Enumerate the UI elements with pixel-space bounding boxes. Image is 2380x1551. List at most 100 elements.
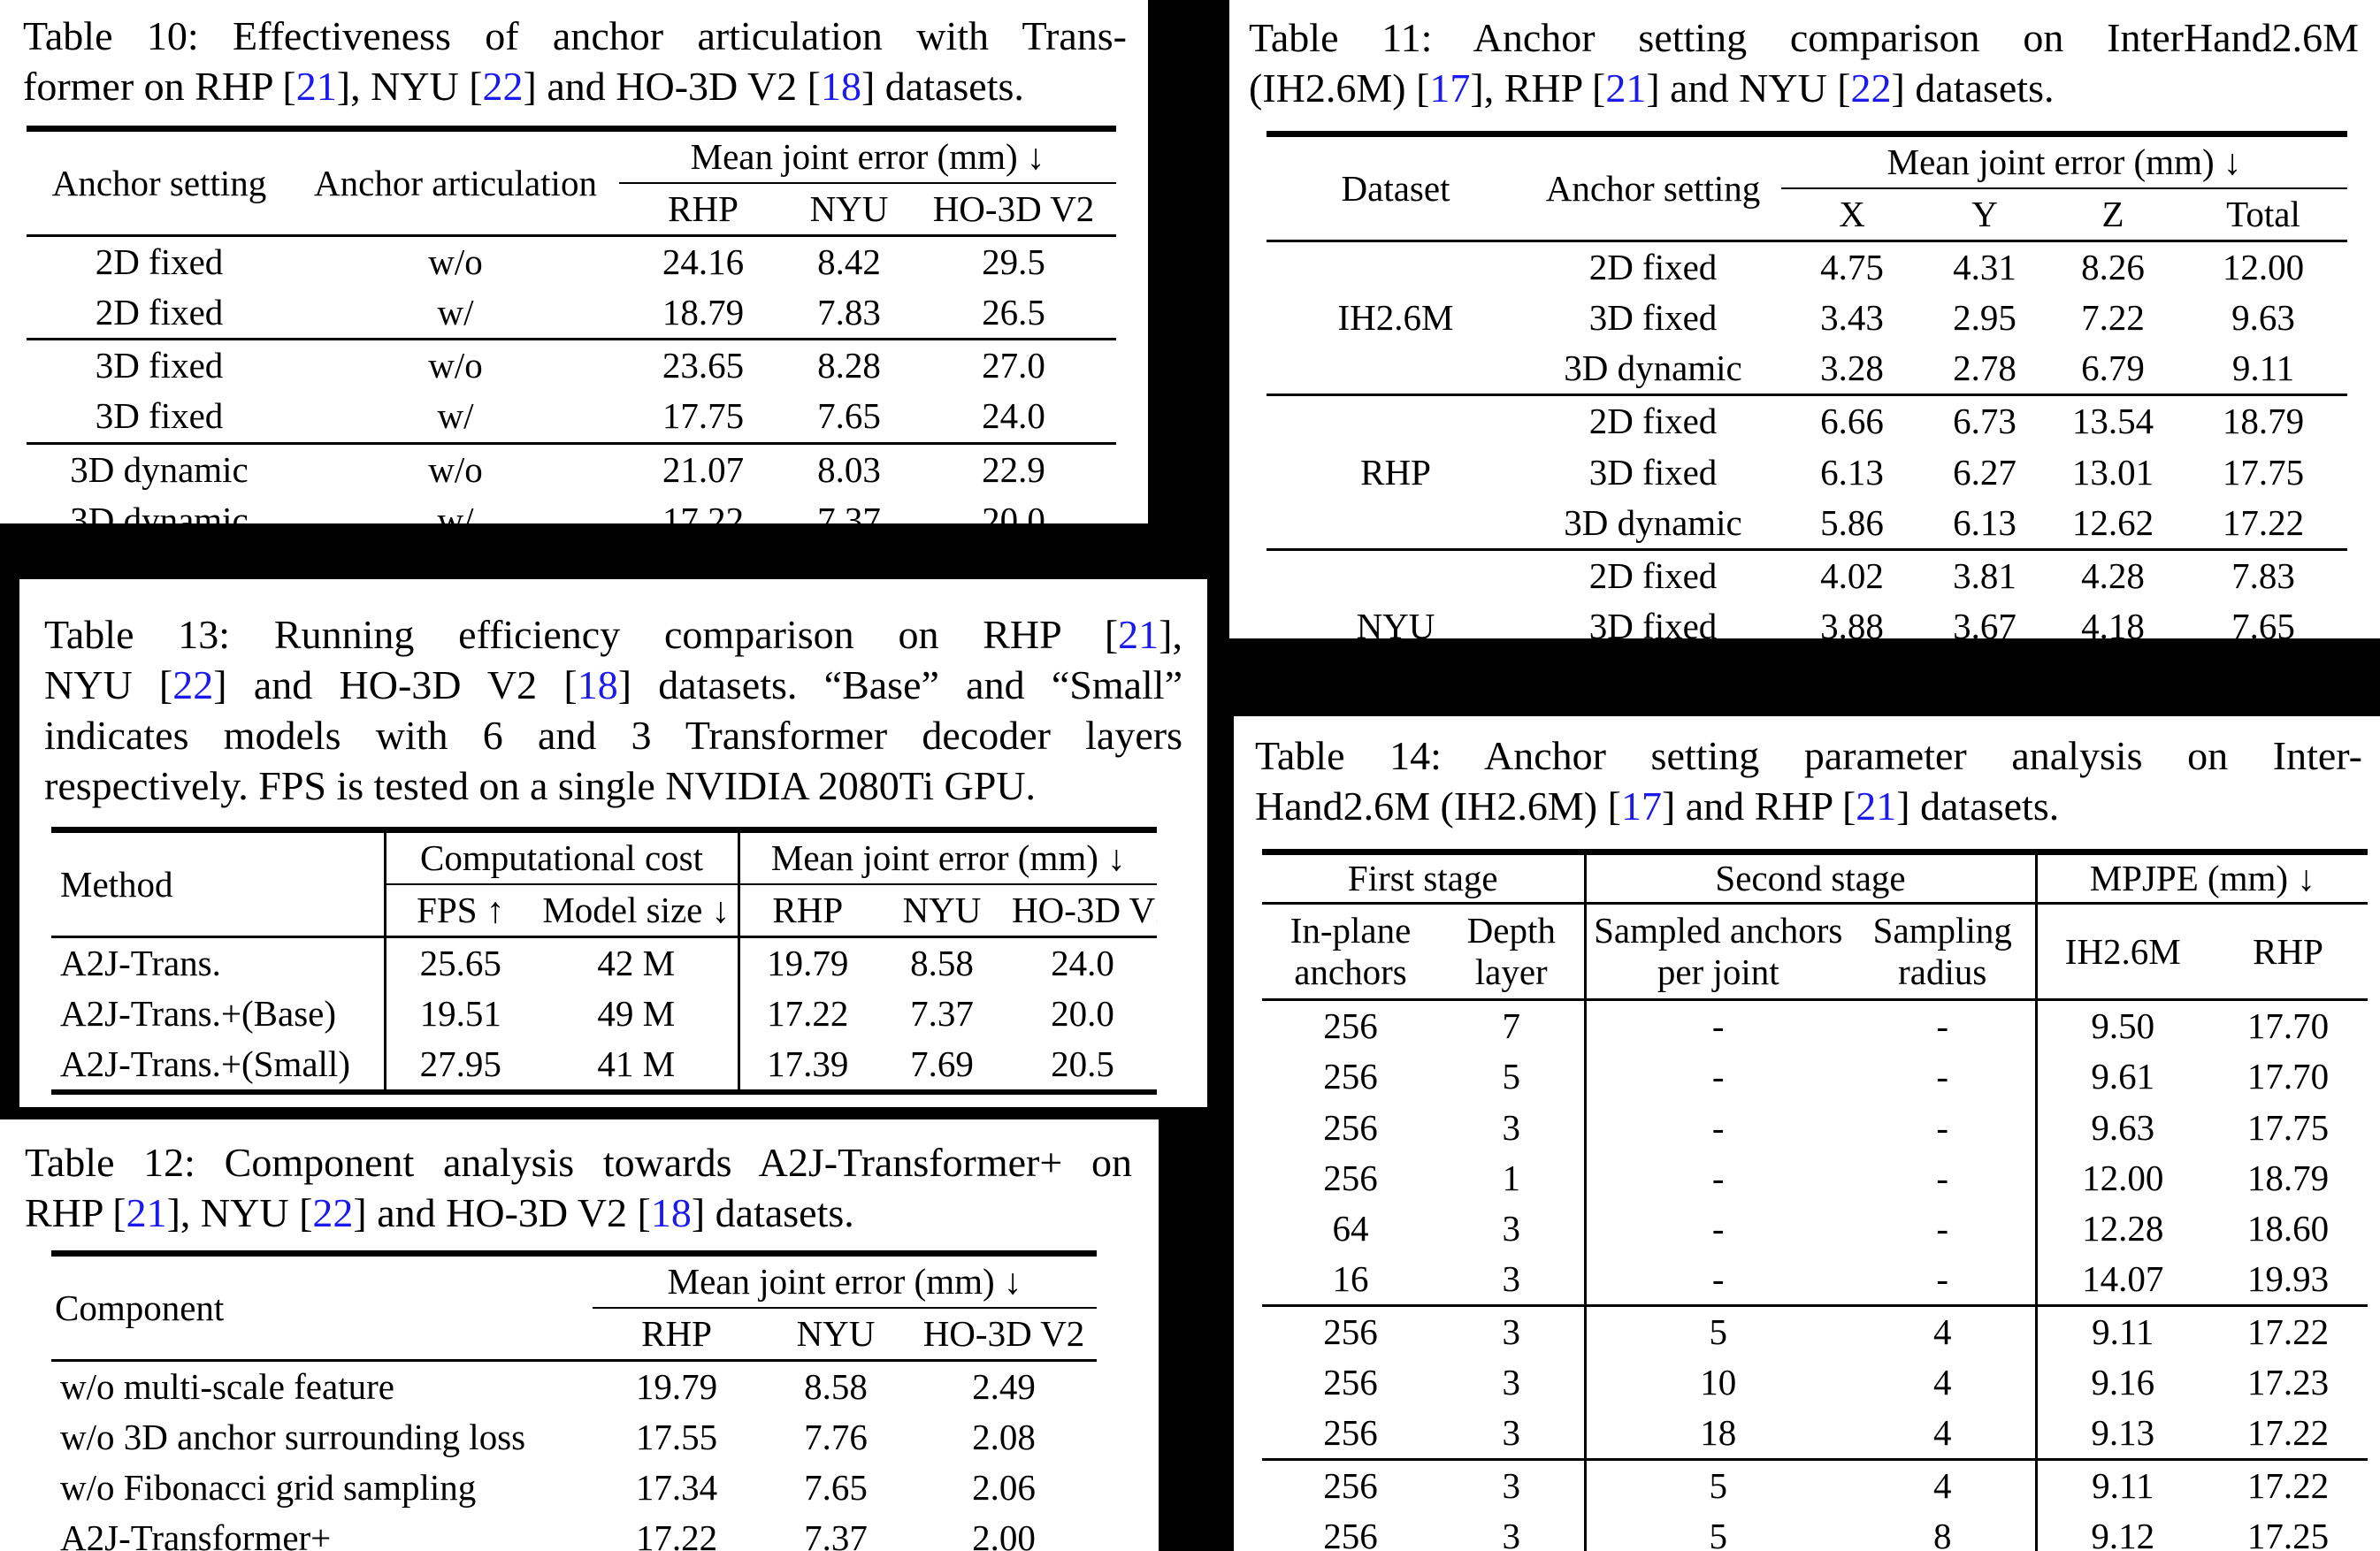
table-cell: 42 M — [597, 943, 676, 984]
table-cell: 7.69 — [910, 1043, 974, 1085]
subheader-row: X Y Z Total — [1267, 188, 2347, 241]
table-cell: - — [1583, 1102, 1850, 1153]
caption-text: ], RHP [ — [1470, 65, 1606, 111]
component-cell: w/o Fibonacci grid sampling — [60, 1467, 477, 1509]
table-row: A2J-Trans. 25.65 42 M 19.79 8.58 24.0 — [51, 936, 1157, 989]
caption-text: RHP [ — [25, 1190, 126, 1235]
table-cell: 2D fixed — [1588, 554, 1718, 596]
header-ho3d: HO-3D V2 — [922, 1313, 1085, 1355]
table10-caption: Table 10: Effectiveness of anchor articu… — [23, 11, 1127, 111]
method-cell: A2J-Trans. — [60, 943, 221, 984]
table-cell: 6.66 — [1820, 401, 1884, 442]
citation-ref[interactable]: 22 — [172, 662, 214, 707]
table-cell: 5 — [1583, 1459, 1850, 1512]
caption-line: Hand2.6M (IH2.6M) [17] and RHP [21] data… — [1255, 781, 2362, 831]
table-cell: w/o — [428, 345, 483, 386]
table-cell: 7.65 — [804, 1467, 868, 1509]
caption-text: respectively. FPS is tested on a single … — [44, 763, 1037, 808]
table11-caption: Table 11: Anchor setting comparison on I… — [1249, 12, 2359, 113]
table-cell: - — [1936, 1005, 1949, 1047]
table-12-header: Component Mean joint error (mm) ↓ RHP NY… — [51, 1253, 1098, 1361]
table-cell: 17.70 — [2246, 1056, 2330, 1097]
dataset-cell: RHP — [1360, 451, 1431, 493]
table-row: 3D fixed w/o 23.65 8.28 27.0 — [27, 340, 1116, 392]
citation-ref[interactable]: 22 — [482, 64, 524, 109]
table-cell: 22.9 — [982, 448, 1045, 490]
citation-ref[interactable]: 18 — [577, 662, 618, 707]
header-sampling-radius: Sampling radius — [1872, 910, 2012, 993]
table-cell: 3 — [1502, 1310, 1521, 1352]
header-anchor-setting: Anchor setting — [1545, 167, 1761, 209]
citation-ref[interactable]: 17 — [1429, 65, 1471, 111]
table-cell: 18.60 — [2246, 1207, 2330, 1249]
table-cell: 4 — [1933, 1465, 1952, 1507]
table-cell: 18.79 — [662, 292, 745, 333]
citation-ref[interactable]: 18 — [650, 1190, 692, 1235]
table-cell: 3D fixed — [95, 345, 224, 386]
table-10: Anchor setting Anchor articulation Mean … — [27, 126, 1117, 523]
table-cell: 3 — [1502, 1362, 1521, 1403]
header-row: Component Mean joint error (mm) ↓ — [51, 1253, 1098, 1327]
table-cell: 3D dynamic — [70, 448, 249, 490]
citation-ref[interactable]: 22 — [312, 1190, 354, 1235]
table-cell: - — [1583, 999, 1850, 1052]
caption-text: ] datasets. — [691, 1190, 854, 1235]
table-cell: 16 — [1332, 1257, 1369, 1299]
table-cell: 3D dynamic — [1564, 501, 1742, 543]
table-cell: 5 — [1583, 1305, 1850, 1358]
header-anchor-setting: Anchor setting — [51, 162, 267, 203]
table-row: 3D fixed w/17.75 7.65 24.0 — [27, 391, 1116, 443]
table-cell: 12.62 — [2071, 501, 2154, 543]
table-row: 3D dynamic w/17.22 7.37 20.0 — [27, 495, 1116, 523]
method-cell: A2J-Trans.+(Base) — [60, 993, 337, 1035]
table-cell: 3 — [1502, 1516, 1521, 1551]
citation-ref[interactable]: 21 — [295, 64, 337, 109]
citation-ref[interactable]: 21 — [1605, 65, 1647, 111]
table-row: 2D fixed w/o 24.16 8.42 29.5 — [27, 236, 1116, 288]
header-mpjpe: MPJPE (mm) ↓ — [2034, 852, 2369, 905]
table-cell: 3D fixed — [1588, 605, 1718, 638]
citation-ref[interactable]: 21 — [1856, 783, 1897, 829]
table-row: 2D fixed w/18.79 7.83 26.5 — [27, 287, 1116, 340]
header-rhp: RHP — [737, 884, 876, 937]
table-cell: 20.5 — [1051, 1043, 1114, 1085]
subheader-row: In-plane anchors Depth layer Sampled anc… — [1262, 903, 2368, 1000]
table-cell: 8.58 — [804, 1366, 868, 1408]
table-row: RHP 2D fixed 6.66 6.73 13.54 18.79 — [1267, 395, 2347, 492]
table-cell: 27.95 — [383, 1039, 535, 1093]
table-cell: 12.00 — [2222, 247, 2305, 288]
citation-ref[interactable]: 18 — [820, 64, 861, 109]
header-method: Method — [60, 863, 173, 905]
header-row: First stage Second stage MPJPE (mm) ↓ — [1262, 852, 2369, 905]
row-group-ih26m: IH2.6M 2D fixed 4.75 4.31 8.26 12.00 3D fixed… — [1267, 241, 2347, 395]
citation-ref[interactable]: 21 — [126, 1190, 167, 1235]
citation-ref[interactable]: 21 — [1118, 612, 1159, 657]
table-cell: 3.67 — [1953, 605, 2016, 638]
table-cell: - — [1583, 1152, 1850, 1203]
table-cell: 3 — [1502, 1465, 1521, 1507]
table-cell: 18.79 — [2246, 1157, 2330, 1198]
header-nyu: NYU — [796, 1313, 876, 1355]
caption-text: ] datasets. — [1896, 783, 2060, 829]
citation-ref[interactable]: 17 — [1620, 783, 1662, 829]
caption-text: ], NYU [ — [336, 64, 483, 109]
caption-text: ] and HO-3D V2 [ — [213, 662, 578, 707]
citation-ref[interactable]: 22 — [1850, 65, 1892, 111]
table13-panel: Table 13: Running efficiency comparison … — [19, 579, 1207, 1107]
table-cell: 2.00 — [972, 1517, 1036, 1551]
table-cell: 2D fixed — [95, 241, 224, 283]
table-cell: 7.37 — [804, 1517, 868, 1551]
table-cell: - — [1936, 1257, 1949, 1299]
table-row: 3D fixed 3.43 2.95 7.22 9.63 — [1267, 293, 2347, 343]
table-cell: 27.0 — [982, 345, 1045, 386]
table-cell: 256 — [1323, 1362, 1378, 1403]
caption-line: Table 12: Component analysis towards A2J… — [25, 1137, 1132, 1188]
subheader-row: RHP NYU HO-3D V2 — [27, 183, 1116, 236]
table-cell: 5.86 — [1820, 501, 1884, 543]
table-cell: 17.22 — [737, 989, 876, 1040]
table-row: 16 3 - - 14.07 19.93 — [1262, 1253, 2368, 1306]
caption-text: ] and NYU [ — [1646, 65, 1851, 111]
table-cell: - — [1936, 1056, 1949, 1097]
table-cell: 13.54 — [2071, 401, 2154, 442]
table-cell: - — [1936, 1157, 1949, 1198]
